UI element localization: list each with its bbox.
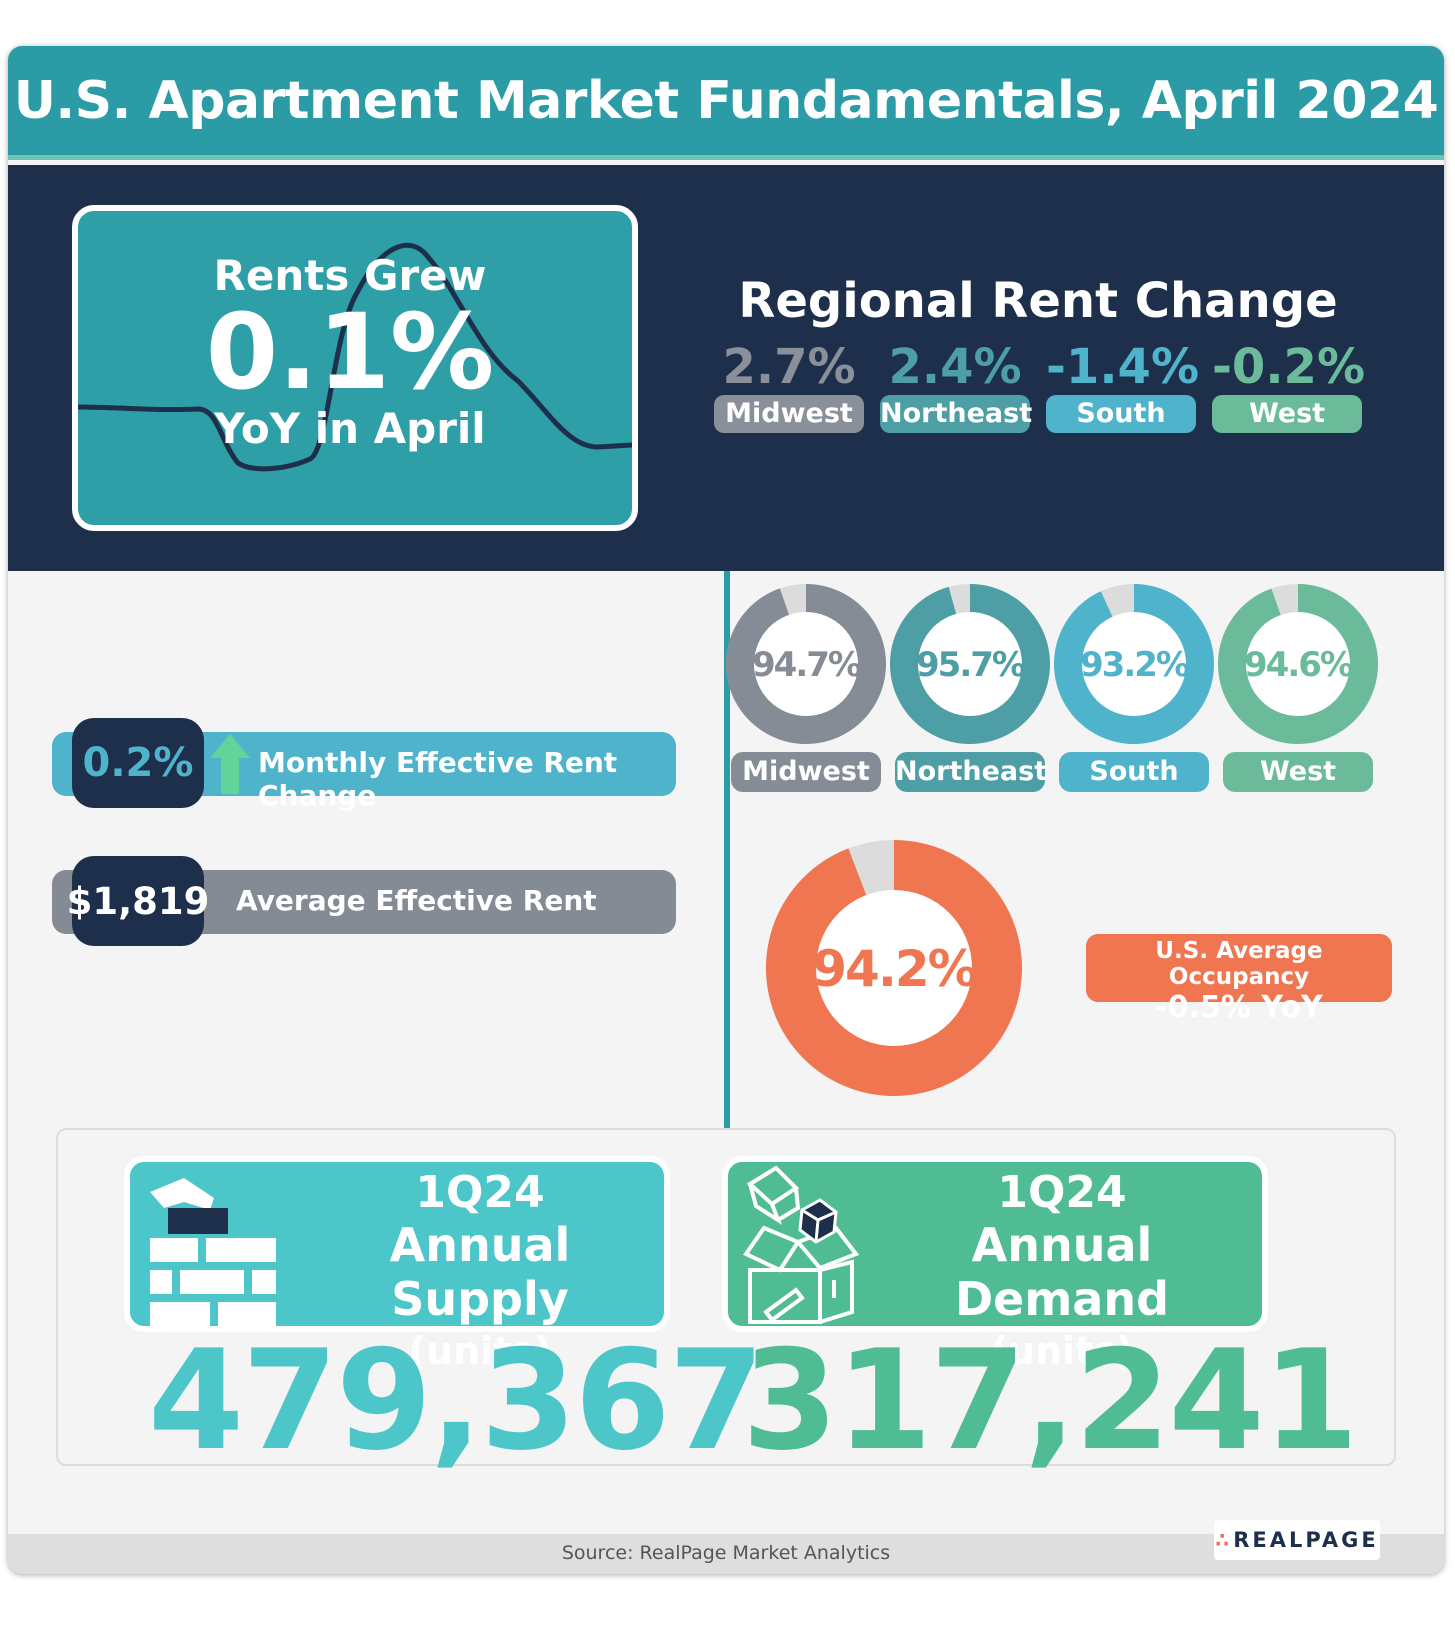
- donut-northeast: 95.7%: [890, 584, 1050, 744]
- region-rent-value: -0.2%: [1212, 339, 1366, 395]
- average-rent-label: Average Effective Rent: [236, 884, 597, 917]
- region-rent-value: 2.4%: [888, 339, 1022, 395]
- source-note: Source: RealPage Market Analytics: [561, 1542, 891, 1564]
- donut-midwest: 94.7%: [726, 584, 886, 744]
- demand-units: (units): [990, 1329, 1134, 1373]
- infographic-card: U.S. Apartment Market Fundamentals, Apri…: [8, 46, 1444, 1574]
- donut-value: 94.2%: [812, 940, 976, 998]
- region-rent-label: Midwest: [714, 395, 864, 433]
- demand-text: 1Q24 Annual Demand (units): [872, 1168, 1252, 1376]
- region-rent-label: Northeast: [880, 395, 1032, 433]
- footer: Source: RealPage Market Analytics ∴ REAL…: [8, 1520, 1444, 1574]
- supply-demand-panel: 1Q24 Annual Supply (units) 479,367: [56, 1128, 1396, 1481]
- donut-hole: [816, 890, 972, 1046]
- region-rent-midwest: 2.7% Midwest: [714, 341, 864, 433]
- header-banner: U.S. Apartment Market Fundamentals, Apri…: [8, 46, 1444, 160]
- us-occupancy-badge: U.S. Average Occupancy -0.5% YoY: [1086, 934, 1392, 1025]
- rents-grew-label: Rents Grew: [213, 251, 487, 300]
- rents-grew-value: 0.1%: [205, 291, 495, 413]
- rents-grew-period: YoY in April: [214, 404, 486, 453]
- demand-title: Annual Demand: [954, 1218, 1170, 1326]
- demand-period: 1Q24: [997, 1167, 1127, 1218]
- rents-grew-box: Rents Grew 0.1% YoY in April: [72, 205, 638, 531]
- donut-south: 93.2%: [1054, 584, 1214, 744]
- region-rent-value: -1.4%: [1046, 339, 1200, 395]
- realpage-logo: ∴ REALPAGE: [1214, 1520, 1380, 1560]
- donut-hole: [1082, 612, 1186, 716]
- average-rent-value: $1,819: [67, 856, 209, 946]
- donut-value: 95.7%: [916, 645, 1025, 685]
- donut-hole: [1246, 612, 1350, 716]
- supply-title: Annual Supply: [389, 1218, 571, 1326]
- regional-rent-title: Regional Rent Change: [738, 273, 1338, 329]
- us-occupancy-change: -0.5% YoY: [1155, 990, 1323, 1025]
- donut-us-average: 94.2%: [766, 840, 1022, 1096]
- logo-dots-icon: ∴: [1215, 1528, 1230, 1552]
- donut-hole: [754, 612, 858, 716]
- donut-hole: [918, 612, 1022, 716]
- average-rent-row: $1,819 Average Effective Rent: [52, 856, 676, 946]
- bricks-icon: [150, 1178, 276, 1326]
- supply-period: 1Q24: [415, 1167, 545, 1218]
- region-rent-northeast: 2.4% Northeast: [880, 339, 1032, 433]
- donut-value: 94.7%: [752, 645, 861, 685]
- supply-units: (units): [408, 1329, 552, 1373]
- occupancy-label-south: South: [1059, 752, 1209, 792]
- page-title: U.S. Apartment Market Fundamentals, Apri…: [13, 70, 1439, 131]
- donut-value: 93.2%: [1080, 645, 1189, 685]
- section-divider: [724, 571, 730, 1171]
- donut-west: 94.6%: [1218, 584, 1378, 744]
- logo-text: REALPAGE: [1233, 1528, 1379, 1552]
- region-rent-label: West: [1212, 395, 1362, 433]
- region-rent-south: -1.4% South: [1046, 339, 1200, 433]
- rents-grew-text: Rents Grew 0.1% YoY in April: [78, 251, 632, 453]
- rent-trend-line-icon: [78, 242, 632, 472]
- arrow-up-icon: [210, 734, 250, 794]
- demand-value: 317,241: [742, 1320, 1359, 1481]
- supply-value: 479,367: [148, 1320, 765, 1481]
- occupancy-label-northeast: Northeast: [895, 752, 1047, 792]
- supply-text: 1Q24 Annual Supply (units): [300, 1168, 660, 1376]
- monthly-rent-change-label: Monthly Effective Rent Change: [258, 746, 618, 812]
- us-occupancy-label: U.S. Average Occupancy: [1155, 938, 1323, 990]
- occupancy-label-west: West: [1223, 752, 1373, 792]
- region-rent-label: South: [1046, 395, 1196, 433]
- demand-tile: 1Q24 Annual Demand (units): [722, 1156, 1268, 1373]
- rent-summary-panel: Rents Grew 0.1% YoY in April Regional Re…: [8, 165, 1444, 571]
- monthly-rent-change-value: 0.2%: [72, 718, 204, 808]
- donut-value: 94.6%: [1244, 645, 1353, 685]
- open-box-icon: [743, 1165, 860, 1324]
- region-rent-value: 2.7%: [722, 339, 856, 395]
- occupancy-label-midwest: Midwest: [731, 752, 881, 792]
- monthly-rent-change-row: 0.2% Monthly Effective Rent Change: [52, 718, 676, 812]
- region-rent-west: -0.2% West: [1212, 339, 1366, 433]
- supply-tile: 1Q24 Annual Supply (units): [124, 1156, 670, 1373]
